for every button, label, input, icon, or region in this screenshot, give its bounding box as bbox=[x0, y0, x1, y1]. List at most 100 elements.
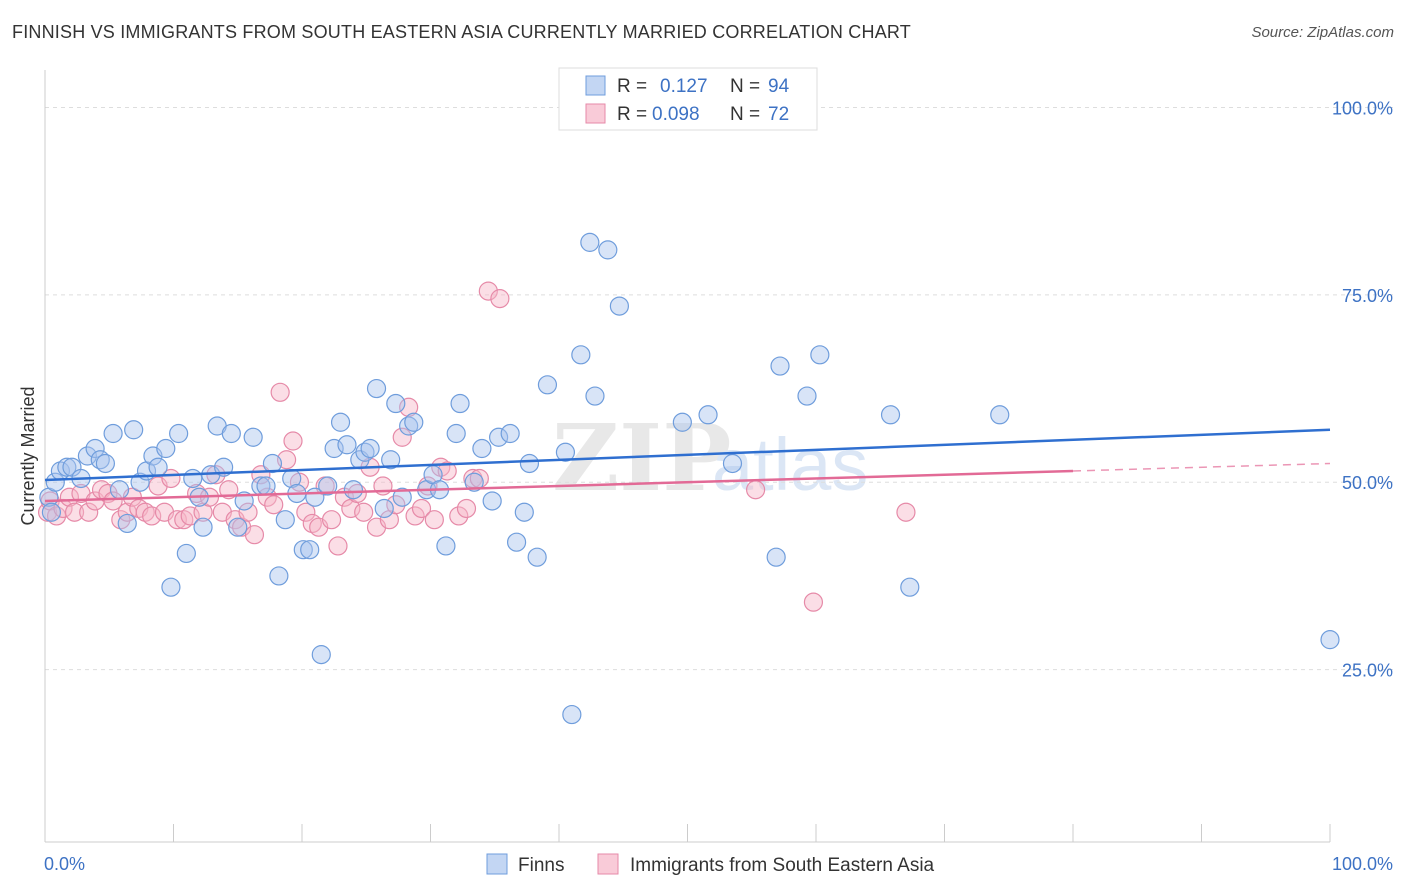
finns-point-40 bbox=[293, 540, 313, 560]
finns-point-18 bbox=[148, 457, 168, 477]
finns-point-37 bbox=[275, 510, 295, 530]
immigrants-point-59 bbox=[411, 498, 432, 519]
finns-point-64 bbox=[450, 393, 470, 414]
finns-point-22 bbox=[176, 543, 196, 564]
finns-point-56 bbox=[392, 487, 412, 507]
legend-r-value-immigrants: 0.098 bbox=[652, 104, 700, 125]
finns-point-30 bbox=[228, 517, 248, 537]
immigrants-point-2 bbox=[46, 506, 67, 526]
finns-point-43 bbox=[311, 645, 331, 665]
source-label: Source: ZipAtlas.com bbox=[1251, 24, 1394, 41]
finns-point-77 bbox=[580, 232, 600, 252]
finns-point-66 bbox=[472, 438, 492, 459]
bottom-legend-swatch-finns bbox=[486, 853, 508, 875]
finns-point-79 bbox=[598, 240, 618, 260]
finns-point-46 bbox=[330, 412, 351, 432]
finns-point-15 bbox=[130, 472, 150, 492]
finns-point-88 bbox=[880, 405, 901, 425]
finns-point-65 bbox=[464, 472, 484, 492]
immigrants-point-7 bbox=[79, 502, 99, 522]
finns-point-68 bbox=[489, 427, 509, 447]
immigrants-point-56 bbox=[392, 427, 412, 447]
finns-point-80 bbox=[609, 296, 629, 316]
finns-point-48 bbox=[343, 480, 363, 500]
legend-top: R = 0.127 N = 94 R = 0.098 N = 72 bbox=[558, 67, 818, 131]
immigrants-point-50 bbox=[354, 502, 374, 522]
finns-point-92 bbox=[562, 704, 582, 725]
finns-point-23 bbox=[183, 468, 203, 489]
finns-point-44 bbox=[318, 476, 338, 496]
trend-line-immigrants bbox=[44, 469, 1074, 503]
bottom-legend-label-finns: Finns bbox=[518, 855, 564, 876]
immigrants-point-38 bbox=[276, 450, 297, 470]
finns-point-73 bbox=[527, 547, 547, 567]
immigrants-point-71 bbox=[803, 592, 824, 612]
immigrants-point-68 bbox=[478, 281, 498, 301]
finns-point-90 bbox=[990, 405, 1010, 425]
finns-point-76 bbox=[571, 345, 591, 365]
finns-point-74 bbox=[537, 375, 558, 395]
legend-n-value-finns: 94 bbox=[768, 76, 790, 97]
legend-n-value-immigrants: 72 bbox=[768, 104, 789, 125]
y-tick-label-75: 75.0% bbox=[1342, 286, 1393, 306]
finns-point-11 bbox=[103, 423, 123, 444]
finns-point-19 bbox=[156, 438, 176, 459]
finns-point-63 bbox=[446, 423, 466, 444]
finns-point-82 bbox=[698, 405, 718, 425]
finns-point-69 bbox=[500, 423, 520, 444]
finns-point-71 bbox=[514, 502, 534, 522]
finns-point-54 bbox=[381, 450, 401, 470]
finns-point-89 bbox=[900, 577, 920, 597]
y-axis-label: Currently Married bbox=[18, 386, 38, 525]
finns-point-34 bbox=[256, 476, 276, 496]
immigrants-point-45 bbox=[321, 510, 342, 530]
tick-labels: 25.0% 50.0% 75.0% 100.0% 0.0% 100.0% bbox=[44, 98, 1393, 874]
finns-point-85 bbox=[770, 356, 790, 376]
finns-point-84 bbox=[766, 547, 786, 567]
legend-r-value-finns: 0.127 bbox=[660, 76, 708, 97]
legend-n-label-immigrants: N = bbox=[730, 104, 760, 125]
immigrants-point-11 bbox=[103, 491, 123, 511]
finns-point-45 bbox=[324, 438, 344, 459]
bottom-legend-label-immigrants: Immigrants from South Eastern Asia bbox=[630, 855, 935, 876]
finns-point-29 bbox=[221, 423, 241, 444]
y-tick-label-100: 100.0% bbox=[1332, 98, 1393, 118]
finns-point-57 bbox=[399, 416, 419, 436]
trend-lines bbox=[44, 428, 1331, 503]
finns-point-87 bbox=[810, 345, 830, 365]
finns-point-83 bbox=[722, 453, 743, 474]
finns-point-12 bbox=[109, 480, 130, 500]
finns-point-36 bbox=[269, 566, 289, 586]
immigrants-point-33 bbox=[244, 525, 265, 545]
immigrants-point-55 bbox=[386, 495, 406, 515]
trend-line-immigrants-extension bbox=[1072, 462, 1331, 472]
immigrants-point-69 bbox=[490, 289, 510, 309]
grid-lines bbox=[45, 106, 1393, 671]
finns-point-58 bbox=[404, 412, 424, 432]
finns-point-47 bbox=[337, 435, 357, 455]
immigrants-point-63 bbox=[437, 461, 457, 481]
finns-point-51 bbox=[360, 438, 380, 459]
immigrants-point-58 bbox=[405, 506, 425, 526]
finns-point-91 bbox=[1320, 630, 1340, 650]
immigrants-point-70 bbox=[746, 480, 766, 500]
finns-point-9 bbox=[90, 450, 110, 470]
immigrants-point-29 bbox=[219, 480, 239, 500]
finns-point-21 bbox=[169, 423, 189, 444]
finns-point-72 bbox=[519, 453, 540, 474]
immigrants-point-4 bbox=[59, 487, 80, 507]
finns-point-78 bbox=[585, 386, 605, 406]
x-tick-label-min: 0.0% bbox=[44, 854, 85, 874]
immigrants-point-21 bbox=[167, 510, 187, 530]
finns-point-4 bbox=[57, 457, 77, 477]
immigrants-point-65 bbox=[456, 498, 477, 519]
finns-point-32 bbox=[243, 427, 263, 447]
y-tick-label-25: 25.0% bbox=[1342, 661, 1393, 681]
immigrants-point-49 bbox=[347, 483, 367, 504]
finns-point-67 bbox=[482, 491, 502, 511]
legend-swatch-finns bbox=[585, 75, 606, 96]
immigrants-point-23 bbox=[180, 506, 200, 526]
immigrants-point-72 bbox=[896, 502, 916, 522]
legend-r-label-finns: R = bbox=[617, 76, 647, 97]
